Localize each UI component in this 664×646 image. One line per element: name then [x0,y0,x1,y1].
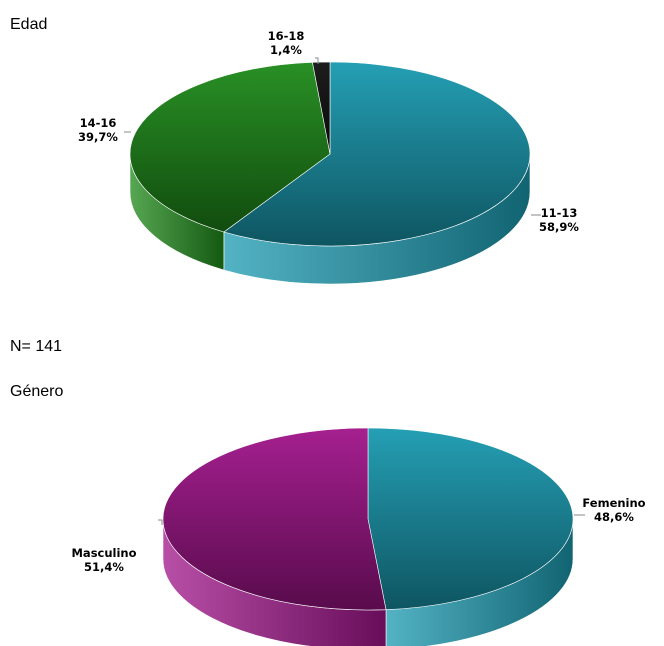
leader-line-16-18 [315,57,319,64]
slice-label-masculino: Masculino [71,546,136,560]
slice-label-14-16: 14-16 [80,116,117,130]
leader-line-masculino [158,519,163,525]
slice-value-femenino: 48,6% [594,510,634,524]
slice-label-16-18: 16-18 [268,29,305,43]
slice-value-16-18: 1,4% [270,43,302,57]
slice-value-11-13: 58,9% [539,220,579,234]
chart-title-genero: Género [10,383,64,400]
slice-value-masculino: 51,4% [84,560,124,574]
chart-title-edad: Edad [10,16,48,33]
pie-slice-11-13 [223,61,531,247]
slice-label-femenino: Femenino [582,496,645,510]
sample-size-label: N= 141 [10,338,63,355]
pie-slice-14-16 [129,62,331,233]
slice-value-14-16: 39,7% [78,130,118,144]
pie-slice-masculino [162,427,387,611]
slice-label-11-13: 11-13 [541,206,578,220]
pie-slice-16-18 [312,61,331,155]
pie-slice-femenino [367,427,574,610]
